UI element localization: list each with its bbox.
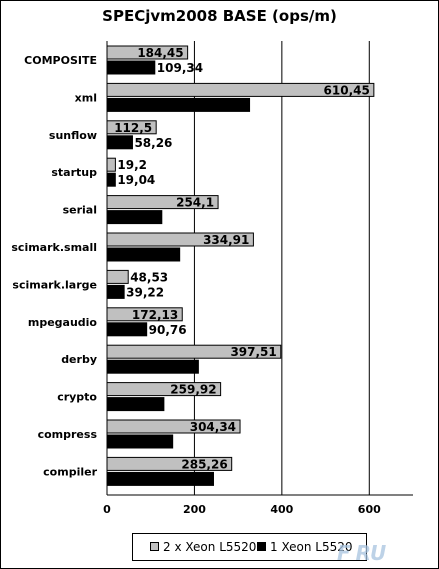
data-label-series-2: 130,12 (114, 398, 160, 412)
bar-series-2 (106, 471, 214, 486)
category-label: serial (63, 204, 97, 217)
data-label-series-1: 19,2 (117, 158, 147, 172)
category-label: COMPOSITE (24, 54, 97, 67)
legend-swatch-series-2 (257, 542, 266, 551)
bar-series-2 (106, 247, 181, 262)
x-tick-labels: 0 200 400 600 (103, 503, 381, 516)
chart-legend: 2 x Xeon L5520 1 Xeon L5520 (132, 533, 367, 561)
data-label-series-2: 90,76 (149, 323, 187, 337)
bar-series-1 (106, 456, 233, 471)
bar-series-2 (106, 172, 116, 187)
category-labels: COMPOSITE xml sunflow startup serial scimark.… (11, 54, 97, 478)
category-label: sunflow (49, 129, 97, 142)
bar-series-1 (106, 195, 219, 210)
bar-series-2 (106, 60, 156, 75)
data-label-series-2: 326,11 (199, 98, 245, 112)
bar-series-1 (106, 344, 282, 359)
bar-series-1 (106, 157, 116, 172)
data-label-series-1: 172,13 (132, 308, 178, 322)
data-label-series-1: 397,51 (230, 345, 276, 359)
data-label-series-2: 125,37 (111, 211, 157, 225)
category-label: scimark.large (12, 278, 97, 291)
data-label-series-1: 259,92 (170, 383, 216, 397)
data-label-series-1: 334,91 (203, 233, 249, 247)
watermark-logo: F RU (337, 541, 386, 565)
x-tick-label: 400 (270, 503, 293, 516)
data-label-series-1: 285,26 (181, 457, 227, 471)
data-label-series-1: 610,45 (324, 83, 370, 97)
legend-label-series-1: 2 x Xeon L5520 (163, 540, 257, 554)
bar-series-1 (106, 120, 157, 135)
data-label-series-2: 166,26 (129, 248, 175, 262)
bar-series-2 (106, 322, 148, 337)
data-label-series-2: 150,23 (122, 435, 168, 449)
category-label: startup (51, 166, 97, 179)
data-label-series-1: 112,5 (114, 121, 152, 135)
data-label-series-1: 48,53 (130, 270, 168, 284)
x-tick-label: 0 (103, 503, 111, 516)
data-label-series-2: 39,22 (126, 285, 164, 299)
data-label-series-2: 58,26 (134, 136, 172, 150)
bar-series-1 (106, 307, 183, 322)
legend-label-series-2: 1 Xeon L5520 (270, 540, 353, 554)
bar-series-1 (106, 269, 129, 284)
bar-series-2 (106, 434, 174, 449)
chart-title: SPECjvm2008 BASE (ops/m) (102, 7, 337, 25)
category-label: compress (38, 428, 98, 441)
bar-series-1 (106, 382, 222, 397)
x-tick-label: 600 (358, 503, 381, 516)
data-label-series-1: 304,34 (190, 420, 236, 434)
bar-series-1 (106, 45, 189, 60)
category-label: derby (61, 353, 97, 366)
legend-item-series-1: 2 x Xeon L5520 (150, 540, 256, 554)
data-label-series-1: 254,1 (176, 196, 214, 210)
bar-series-1 (106, 232, 254, 247)
bar-series-1 (106, 82, 375, 97)
data-label-series-2: 209,04 (148, 360, 194, 374)
data-label-series-2: 19,04 (117, 173, 155, 187)
bar-series-2 (106, 97, 251, 112)
data-label-series-1: 184,45 (137, 46, 183, 60)
bar-series-2 (106, 359, 199, 374)
bar-series-2 (106, 135, 133, 150)
legend-item-series-2: 1 Xeon L5520 (257, 540, 353, 554)
category-label: mpegaudio (28, 316, 98, 329)
x-tick-label: 200 (183, 503, 206, 516)
gridlines (106, 41, 413, 496)
category-label: scimark.small (11, 241, 97, 254)
bar-series-2 (106, 397, 165, 412)
legend-swatch-series-1 (150, 542, 159, 551)
bar-series-1 (106, 419, 241, 434)
data-label-series-2: 243,6 (172, 472, 210, 486)
category-label: crypto (57, 391, 97, 404)
bars (106, 45, 375, 486)
bar-series-2 (106, 210, 163, 225)
bar-series-2 (106, 284, 125, 299)
category-label: xml (75, 91, 97, 104)
category-label: compiler (43, 465, 97, 478)
data-label-series-2: 109,34 (157, 61, 203, 75)
